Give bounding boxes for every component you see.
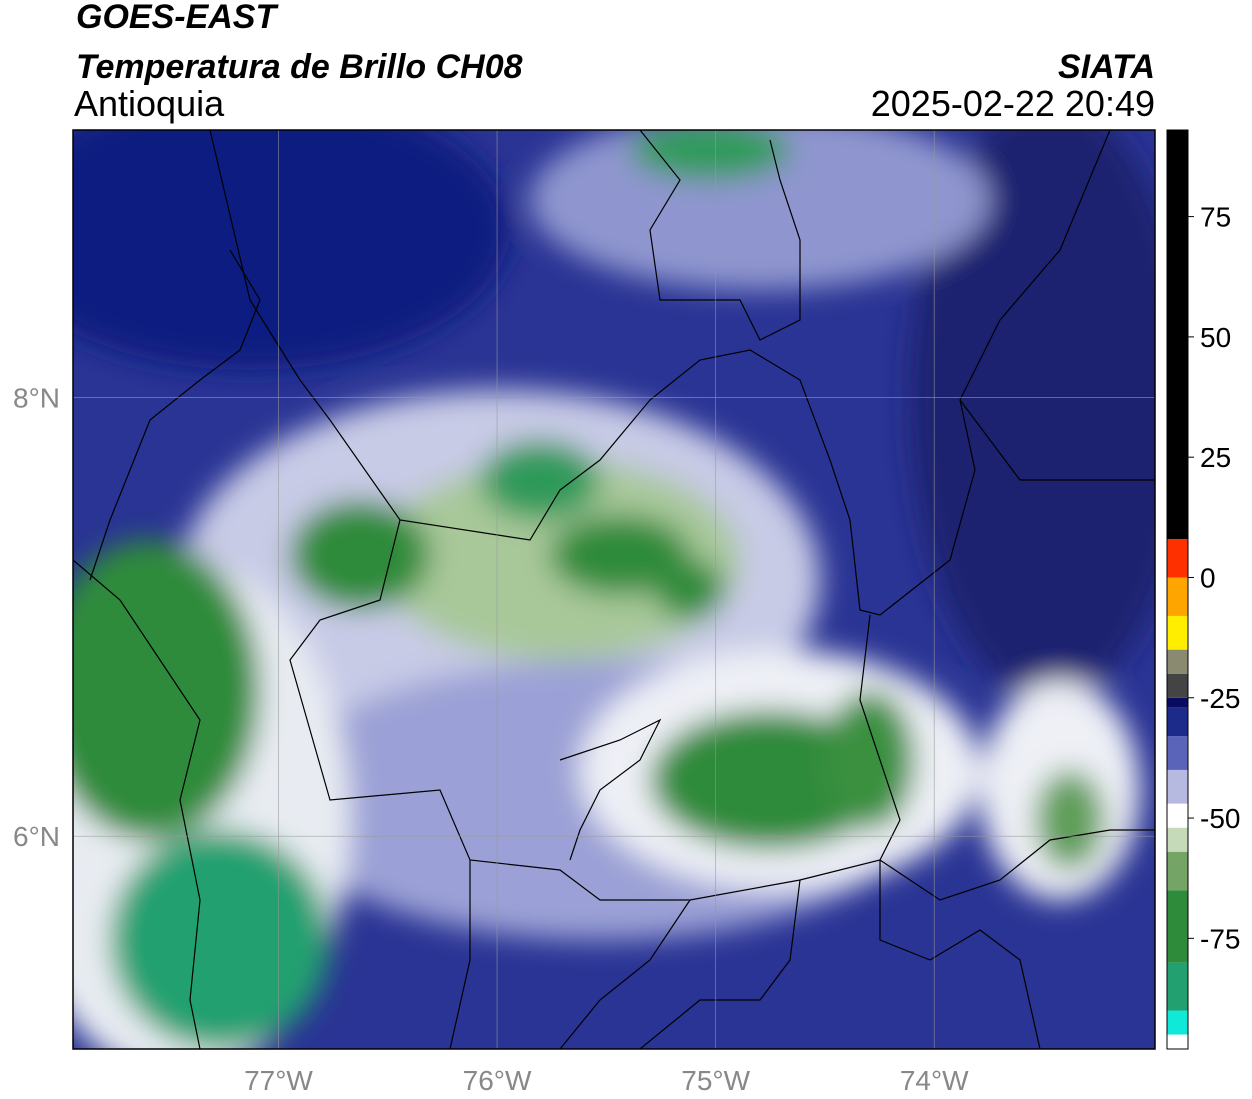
borders — [73, 130, 1155, 1049]
colorbar-segment — [1167, 649, 1188, 674]
colorbar-frame — [1166, 129, 1189, 1050]
source: SIATA — [1058, 48, 1155, 86]
colorbar-segment — [1167, 851, 1188, 891]
lat-tick-label: 6°N — [13, 821, 60, 852]
colorbar-segment — [1167, 1034, 1188, 1049]
colorbar-segment — [1167, 962, 1188, 1011]
colorbar-segment — [1167, 697, 1188, 708]
colorbar-segment — [1167, 827, 1188, 852]
colorbar-segment — [1167, 538, 1188, 578]
colorbar-tick-label: 50 — [1200, 322, 1231, 353]
colorbar-segment — [1167, 673, 1188, 698]
colorbar-segment — [1167, 577, 1188, 616]
map-frame — [72, 129, 1156, 1050]
colorbar-segment — [1167, 1010, 1188, 1035]
lon-tick-label: 75°W — [681, 1065, 750, 1096]
colorbar-tick-label: -75 — [1200, 923, 1240, 954]
subtitle: Temperatura de Brillo CH08 — [76, 48, 523, 86]
lon-tick-label: 77°W — [244, 1065, 313, 1096]
colorbar-segment — [1167, 803, 1188, 828]
colorbar-segment — [1167, 769, 1188, 804]
lon-tick-label: 74°W — [900, 1065, 969, 1096]
colorbar-tick-label: 75 — [1200, 202, 1231, 233]
colorbar-tick-label: 25 — [1200, 442, 1231, 473]
colorbar — [1167, 130, 1188, 1049]
colorbar-segment — [1167, 736, 1188, 770]
lat-tick-label: 8°N — [13, 383, 60, 414]
colorbar-segment — [1167, 707, 1188, 737]
datetime: 2025-02-22 20:49 — [871, 83, 1155, 124]
colorbar-segment — [1167, 890, 1188, 963]
title: GOES-EAST — [76, 0, 279, 36]
colorbar-segment — [1167, 615, 1188, 650]
colorbar-segment — [1167, 130, 1188, 539]
graticule — [73, 130, 1155, 1049]
region: Antioquia — [74, 83, 225, 124]
colorbar-tick-label: -50 — [1200, 803, 1240, 834]
colorbar-tick-label: -25 — [1200, 683, 1240, 714]
satellite-image — [73, 130, 1155, 1049]
colorbar-tick-label: 0 — [1200, 562, 1216, 593]
lon-tick-label: 76°W — [463, 1065, 532, 1096]
